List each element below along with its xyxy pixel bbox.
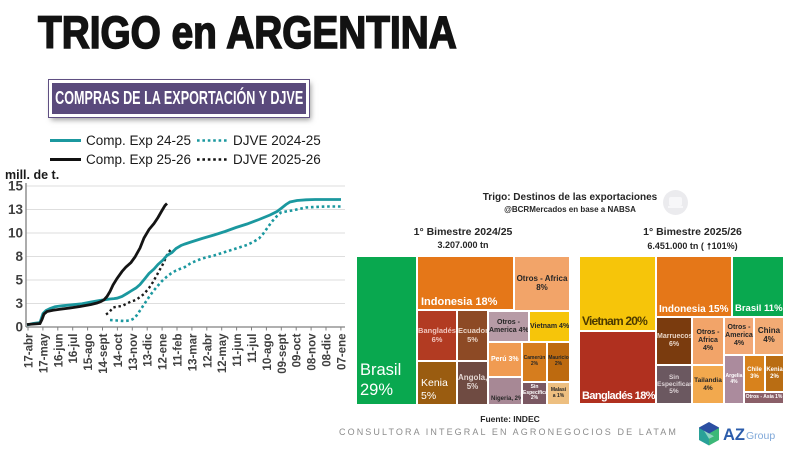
svg-text:AZ: AZ [723, 426, 745, 444]
svg-text:16-jul: 16-jul [68, 334, 80, 364]
svg-text:DJVE 2025-26: DJVE 2025-26 [233, 152, 321, 167]
svg-text:8: 8 [15, 249, 23, 264]
svg-text:08-nov: 08-nov [307, 333, 319, 371]
svg-text:12-may: 12-may [217, 333, 229, 373]
svg-text:0: 0 [15, 320, 23, 335]
svg-text:12-abr: 12-abr [202, 333, 214, 368]
svg-text:09-oct: 09-oct [292, 333, 304, 367]
svg-text:Comp. Exp 25-26: Comp. Exp 25-26 [86, 152, 191, 167]
svg-text:11-feb: 11-feb [173, 334, 185, 367]
svg-text:11-jun: 11-jun [232, 334, 244, 367]
svg-text:13: 13 [8, 202, 24, 217]
svg-text:16-jun: 16-jun [53, 334, 65, 368]
svg-text:07-ene: 07-ene [336, 334, 348, 370]
svg-text:13-mar: 13-mar [187, 333, 199, 371]
svg-text:DJVE 2024-25: DJVE 2024-25 [233, 133, 321, 148]
svg-text:17-may: 17-may [38, 333, 50, 373]
svg-text:14-oct: 14-oct [113, 333, 125, 367]
svg-text:10: 10 [8, 226, 23, 241]
svg-text:3: 3 [15, 296, 23, 311]
svg-text:10-ago: 10-ago [262, 334, 274, 371]
svg-text:17-abr: 17-abr [24, 333, 36, 368]
svg-text:13-nov: 13-nov [128, 333, 140, 371]
svg-text:Group: Group [746, 430, 775, 442]
svg-text:15: 15 [8, 180, 24, 194]
svg-text:14-sept: 14-sept [98, 333, 110, 373]
svg-text:15-ago: 15-ago [83, 334, 95, 371]
svg-text:12-ene: 12-ene [158, 334, 170, 370]
svg-text:13-dic: 13-dic [143, 333, 155, 367]
svg-text:08-dic: 08-dic [322, 333, 334, 367]
svg-text:11-jul: 11-jul [247, 334, 259, 363]
svg-text:5: 5 [15, 273, 23, 288]
svg-text:09-sept: 09-sept [277, 333, 289, 373]
svg-text:Comp. Exp 24-25: Comp. Exp 24-25 [86, 133, 191, 148]
